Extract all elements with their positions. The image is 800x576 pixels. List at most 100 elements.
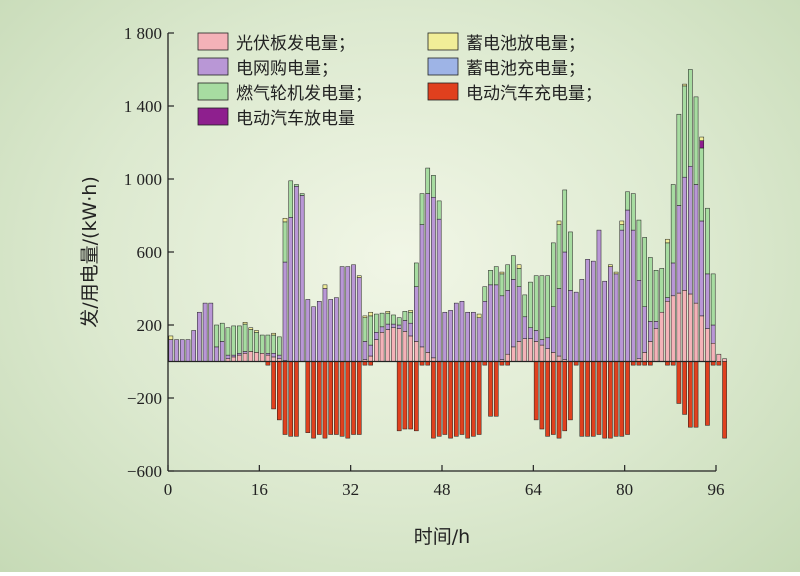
bar-pv [237, 354, 242, 362]
bar-pv [653, 328, 659, 362]
bar-pv [556, 355, 562, 362]
bar-grid [305, 299, 311, 362]
legend-swatch-ev-discharge [197, 107, 229, 126]
bar-pv [551, 352, 556, 362]
bar-gas [385, 312, 391, 325]
bar-pv [545, 348, 550, 362]
bar-gas [214, 324, 219, 348]
bar-gas [414, 262, 419, 287]
bar-ev-charge [402, 361, 408, 430]
bar-grid [608, 266, 613, 362]
x-tick-label: 48 [434, 480, 451, 499]
bar-gas [533, 275, 539, 331]
bar-gas [710, 273, 716, 326]
bar-gas [665, 242, 670, 298]
bar-grid [619, 229, 625, 362]
bar-pv [402, 331, 408, 362]
bar-ev-charge [476, 361, 482, 435]
bar-pv [379, 332, 385, 362]
bar-grid [391, 323, 396, 328]
bar-pv [425, 352, 431, 362]
bar-pv [368, 355, 373, 362]
bar-gas [431, 175, 436, 198]
bar-ev-charge [277, 361, 282, 421]
bar-ev-charge [625, 361, 630, 435]
bar-grid [179, 339, 185, 362]
x-tick-label: 32 [342, 480, 359, 499]
bar-gas [499, 273, 505, 297]
bar-grid [648, 321, 653, 342]
bar-gas [482, 286, 488, 302]
bar-ev-charge [585, 361, 590, 437]
bar-grid [271, 353, 276, 358]
bar-ev-charge [351, 361, 356, 435]
bar-pv [271, 356, 276, 362]
y-tick-label: −600 [127, 462, 162, 481]
bar-pv [408, 335, 413, 362]
bar-grid [471, 311, 476, 362]
bar-ev-charge [590, 361, 596, 437]
bar-grid [408, 322, 413, 337]
bar-gas [242, 323, 248, 352]
legend-label-gas: 燃气轮机发电量； [236, 84, 372, 104]
legend-label-ev-discharge: 电动汽车放电量 [236, 109, 355, 129]
bar-grid [453, 302, 459, 362]
bar-pv [259, 353, 265, 362]
bar-grid [277, 354, 282, 360]
bar-pv [682, 290, 687, 362]
bar-ev-charge [288, 361, 294, 437]
bar-pv [231, 356, 236, 362]
bar-gas [379, 312, 385, 328]
bar-grid [476, 317, 482, 362]
bar-grid [602, 280, 607, 362]
bar-grid [316, 301, 322, 362]
bar-pv [511, 346, 516, 362]
bar-bat-discharge [385, 311, 391, 314]
bar-ev-charge [568, 361, 573, 421]
bar-gas [693, 96, 699, 185]
y-tick-label: 1 400 [124, 97, 162, 116]
bar-pv [419, 346, 425, 362]
bar-gas [294, 184, 299, 187]
bar-grid [556, 288, 562, 357]
bar-pv [414, 341, 419, 362]
y-tick-label: 1 800 [124, 24, 162, 43]
bar-gas [516, 268, 522, 287]
bar-pv [722, 358, 727, 362]
bar-bat-discharge [271, 332, 276, 336]
bar-pv [248, 351, 254, 362]
bar-gas [648, 257, 653, 322]
bar-ev-charge [465, 361, 470, 439]
bar-ev-charge [356, 361, 362, 435]
bar-grid [613, 273, 619, 362]
bar-grid [431, 197, 436, 359]
x-tick-label: 80 [616, 480, 633, 499]
bar-ev-charge [471, 361, 476, 437]
bar-grid [488, 284, 493, 362]
legend-swatch-bat-charge [427, 57, 459, 76]
legend-label-pv: 光伏板发电量； [236, 34, 355, 54]
bar-gas [408, 311, 413, 324]
bar-bat-discharge [368, 311, 373, 317]
bar-grid [237, 353, 242, 356]
bar-grid [516, 286, 522, 342]
bar-ev-charge [613, 361, 619, 437]
bar-pv [716, 353, 722, 362]
bar-bat-discharge [516, 264, 522, 269]
bar-gas [493, 266, 499, 286]
bar-bat-discharge [356, 275, 362, 278]
bar-grid [579, 279, 585, 362]
bar-grid [425, 193, 431, 353]
bar-gas [676, 113, 682, 206]
legend-swatch-grid [197, 57, 229, 76]
bar-ev-charge [488, 361, 493, 417]
bar-ev-charge [533, 361, 539, 421]
bar-pv [522, 338, 528, 362]
bar-grid [219, 341, 225, 362]
bar-gas [688, 69, 693, 167]
bar-gas [254, 332, 259, 353]
bar-bat-discharge [619, 220, 625, 225]
bar-ev-charge [431, 361, 436, 439]
